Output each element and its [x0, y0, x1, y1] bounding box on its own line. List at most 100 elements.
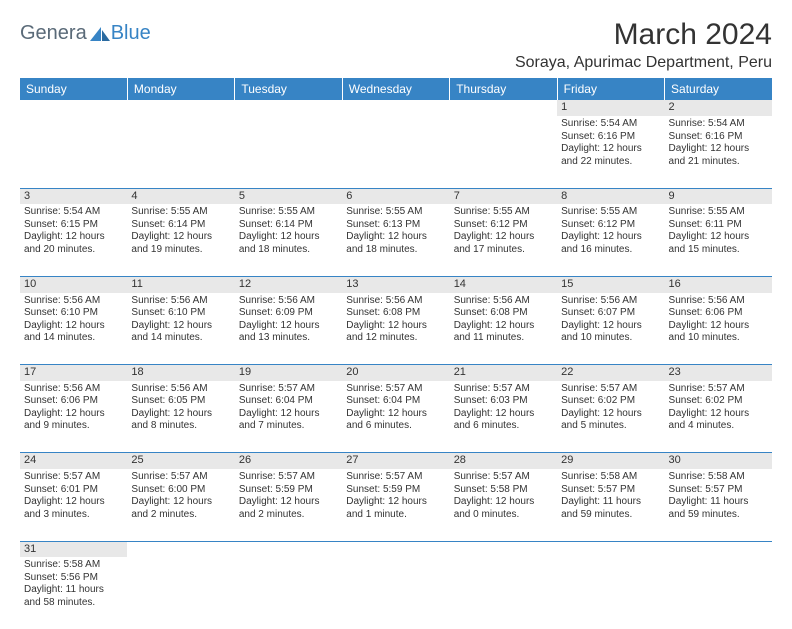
day-number-cell: 13 — [342, 276, 449, 292]
day-number-cell — [450, 541, 557, 557]
day-d2: and 0 minutes. — [454, 509, 553, 522]
day-number-cell: 26 — [235, 453, 342, 469]
day-d2: and 1 minute. — [346, 509, 445, 522]
day-d2: and 15 minutes. — [669, 244, 768, 257]
weekday-header: Thursday — [450, 78, 557, 100]
day-sr: Sunrise: 5:58 AM — [669, 471, 768, 484]
weekday-header-row: Sunday Monday Tuesday Wednesday Thursday… — [20, 78, 772, 100]
day-info-cell: Sunrise: 5:56 AMSunset: 6:06 PMDaylight:… — [20, 381, 127, 453]
day-d2: and 12 minutes. — [346, 332, 445, 345]
day-sr: Sunrise: 5:55 AM — [454, 206, 553, 219]
day-info-row: Sunrise: 5:54 AMSunset: 6:15 PMDaylight:… — [20, 204, 772, 276]
day-d1: Daylight: 12 hours — [346, 231, 445, 244]
day-sr: Sunrise: 5:57 AM — [669, 383, 768, 396]
day-info-cell: Sunrise: 5:55 AMSunset: 6:12 PMDaylight:… — [557, 204, 664, 276]
day-sr: Sunrise: 5:55 AM — [131, 206, 230, 219]
day-number-cell — [450, 100, 557, 116]
day-info-cell: Sunrise: 5:55 AMSunset: 6:14 PMDaylight:… — [235, 204, 342, 276]
day-ss: Sunset: 6:05 PM — [131, 395, 230, 408]
day-info-cell — [557, 557, 664, 629]
day-info-cell: Sunrise: 5:56 AMSunset: 6:07 PMDaylight:… — [557, 293, 664, 365]
day-info-cell: Sunrise: 5:58 AMSunset: 5:57 PMDaylight:… — [557, 469, 664, 541]
day-ss: Sunset: 6:10 PM — [131, 307, 230, 320]
day-info-cell: Sunrise: 5:55 AMSunset: 6:14 PMDaylight:… — [127, 204, 234, 276]
day-d2: and 18 minutes. — [239, 244, 338, 257]
location-subtitle: Soraya, Apurimac Department, Peru — [515, 54, 772, 72]
day-d1: Daylight: 12 hours — [239, 320, 338, 333]
day-info-cell: Sunrise: 5:56 AMSunset: 6:08 PMDaylight:… — [342, 293, 449, 365]
day-ss: Sunset: 6:04 PM — [239, 395, 338, 408]
day-number-cell: 2 — [665, 100, 772, 116]
day-info-cell: Sunrise: 5:54 AMSunset: 6:16 PMDaylight:… — [665, 116, 772, 188]
day-d1: Daylight: 12 hours — [131, 231, 230, 244]
day-d1: Daylight: 12 hours — [561, 231, 660, 244]
day-info-row: Sunrise: 5:54 AMSunset: 6:16 PMDaylight:… — [20, 116, 772, 188]
day-info-cell: Sunrise: 5:57 AMSunset: 6:00 PMDaylight:… — [127, 469, 234, 541]
day-info-row: Sunrise: 5:58 AMSunset: 5:56 PMDaylight:… — [20, 557, 772, 629]
day-sr: Sunrise: 5:56 AM — [239, 295, 338, 308]
day-info-row: Sunrise: 5:57 AMSunset: 6:01 PMDaylight:… — [20, 469, 772, 541]
logo: Genera Blue — [20, 22, 151, 45]
day-ss: Sunset: 5:58 PM — [454, 484, 553, 497]
day-d2: and 2 minutes. — [131, 509, 230, 522]
day-number-cell: 3 — [20, 188, 127, 204]
day-number-cell — [665, 541, 772, 557]
day-d2: and 59 minutes. — [669, 509, 768, 522]
day-info-cell: Sunrise: 5:56 AMSunset: 6:09 PMDaylight:… — [235, 293, 342, 365]
day-number-cell: 15 — [557, 276, 664, 292]
day-ss: Sunset: 5:59 PM — [239, 484, 338, 497]
day-number-cell: 9 — [665, 188, 772, 204]
logo-sail-icon — [89, 26, 111, 42]
day-number-cell — [342, 541, 449, 557]
day-number-cell: 17 — [20, 365, 127, 381]
day-ss: Sunset: 6:08 PM — [346, 307, 445, 320]
day-number-row: 24252627282930 — [20, 453, 772, 469]
day-info-cell: Sunrise: 5:55 AMSunset: 6:13 PMDaylight:… — [342, 204, 449, 276]
day-ss: Sunset: 6:03 PM — [454, 395, 553, 408]
day-sr: Sunrise: 5:57 AM — [346, 383, 445, 396]
day-number-cell: 8 — [557, 188, 664, 204]
day-d2: and 18 minutes. — [346, 244, 445, 257]
day-ss: Sunset: 6:12 PM — [561, 219, 660, 232]
day-number-cell — [235, 541, 342, 557]
day-number-cell: 7 — [450, 188, 557, 204]
day-info-cell — [665, 557, 772, 629]
day-number-cell: 11 — [127, 276, 234, 292]
day-number-cell: 21 — [450, 365, 557, 381]
day-d1: Daylight: 12 hours — [669, 143, 768, 156]
weekday-header: Monday — [127, 78, 234, 100]
day-d2: and 21 minutes. — [669, 156, 768, 169]
day-sr: Sunrise: 5:56 AM — [131, 383, 230, 396]
weekday-header: Sunday — [20, 78, 127, 100]
day-info-cell — [127, 557, 234, 629]
day-d2: and 14 minutes. — [24, 332, 123, 345]
day-number-cell: 19 — [235, 365, 342, 381]
day-d2: and 7 minutes. — [239, 420, 338, 433]
day-d1: Daylight: 12 hours — [454, 320, 553, 333]
day-d2: and 13 minutes. — [239, 332, 338, 345]
day-info-cell: Sunrise: 5:57 AMSunset: 6:02 PMDaylight:… — [665, 381, 772, 453]
day-number-cell: 31 — [20, 541, 127, 557]
day-info-cell: Sunrise: 5:56 AMSunset: 6:06 PMDaylight:… — [665, 293, 772, 365]
day-d1: Daylight: 12 hours — [239, 231, 338, 244]
day-ss: Sunset: 5:59 PM — [346, 484, 445, 497]
day-d2: and 6 minutes. — [346, 420, 445, 433]
day-info-row: Sunrise: 5:56 AMSunset: 6:06 PMDaylight:… — [20, 381, 772, 453]
day-d2: and 10 minutes. — [561, 332, 660, 345]
day-sr: Sunrise: 5:54 AM — [669, 118, 768, 131]
day-number-cell: 29 — [557, 453, 664, 469]
day-sr: Sunrise: 5:54 AM — [561, 118, 660, 131]
day-sr: Sunrise: 5:56 AM — [561, 295, 660, 308]
day-sr: Sunrise: 5:54 AM — [24, 206, 123, 219]
day-number-cell: 20 — [342, 365, 449, 381]
day-sr: Sunrise: 5:55 AM — [561, 206, 660, 219]
day-info-cell: Sunrise: 5:57 AMSunset: 5:59 PMDaylight:… — [235, 469, 342, 541]
day-d2: and 8 minutes. — [131, 420, 230, 433]
day-ss: Sunset: 5:57 PM — [669, 484, 768, 497]
day-info-cell — [235, 557, 342, 629]
day-d1: Daylight: 12 hours — [24, 496, 123, 509]
day-d1: Daylight: 12 hours — [24, 320, 123, 333]
day-ss: Sunset: 6:04 PM — [346, 395, 445, 408]
day-number-cell: 6 — [342, 188, 449, 204]
day-info-cell — [127, 116, 234, 188]
